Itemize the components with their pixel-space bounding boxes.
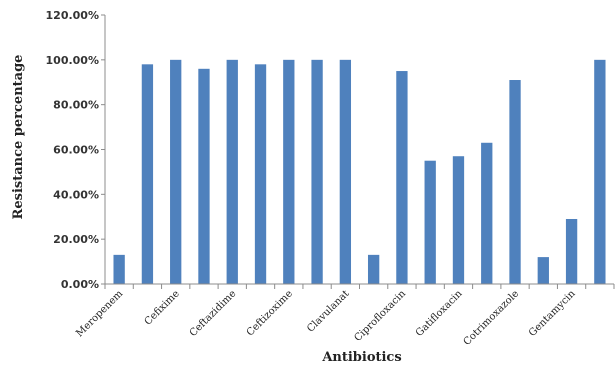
bar [367, 254, 380, 284]
bar [170, 59, 182, 285]
bar [226, 59, 238, 285]
y-tick-label: 20.00% [53, 233, 99, 246]
x-tick-label: Gentamycin [527, 288, 578, 339]
y-tick-label: 60.00% [53, 144, 99, 157]
bar [254, 64, 267, 284]
bar [339, 59, 352, 285]
x-tick-label: Ciprofloxacin [352, 288, 408, 344]
y-tick-label: 40.00% [53, 188, 99, 201]
bar [113, 254, 125, 284]
x-tick-label: Ceftazidime [188, 288, 239, 339]
x-tick-label: Cotrimoxazole [462, 288, 522, 348]
bar [565, 218, 578, 284]
bar [481, 142, 493, 284]
x-tick-label: Meropenem [74, 288, 125, 339]
y-tick-label: 120.00% [46, 9, 99, 22]
bar [424, 160, 436, 284]
y-tick-label: 0.00% [61, 278, 99, 291]
bar [198, 68, 210, 284]
bar [283, 59, 295, 285]
bar [594, 59, 606, 285]
x-tick-label: Cefixime [143, 288, 182, 327]
bar [537, 257, 549, 284]
y-tick-label: 80.00% [53, 99, 99, 112]
bar [141, 64, 154, 284]
x-tick-label: Ceftizoxime [245, 288, 295, 338]
x-tick-label: Gatifloxacin [414, 288, 465, 339]
bar [311, 59, 323, 285]
bar [452, 156, 465, 284]
x-tick-label: Clavulanat [305, 288, 351, 334]
bars [113, 59, 606, 285]
y-axis-title: Resistance percentage [11, 55, 26, 220]
bar [509, 80, 521, 284]
bar [396, 71, 408, 285]
x-axis-ticks: Meropenem Cefixime Ceftazidime Ceftizoxime C… [74, 284, 615, 348]
x-axis-title: Antibiotics [321, 350, 401, 365]
y-axis-ticks: 0.00% 20.00% 40.00% 60.00% 80.00% 100.00% 120.… [46, 9, 105, 291]
y-tick-label: 100.00% [46, 54, 99, 67]
